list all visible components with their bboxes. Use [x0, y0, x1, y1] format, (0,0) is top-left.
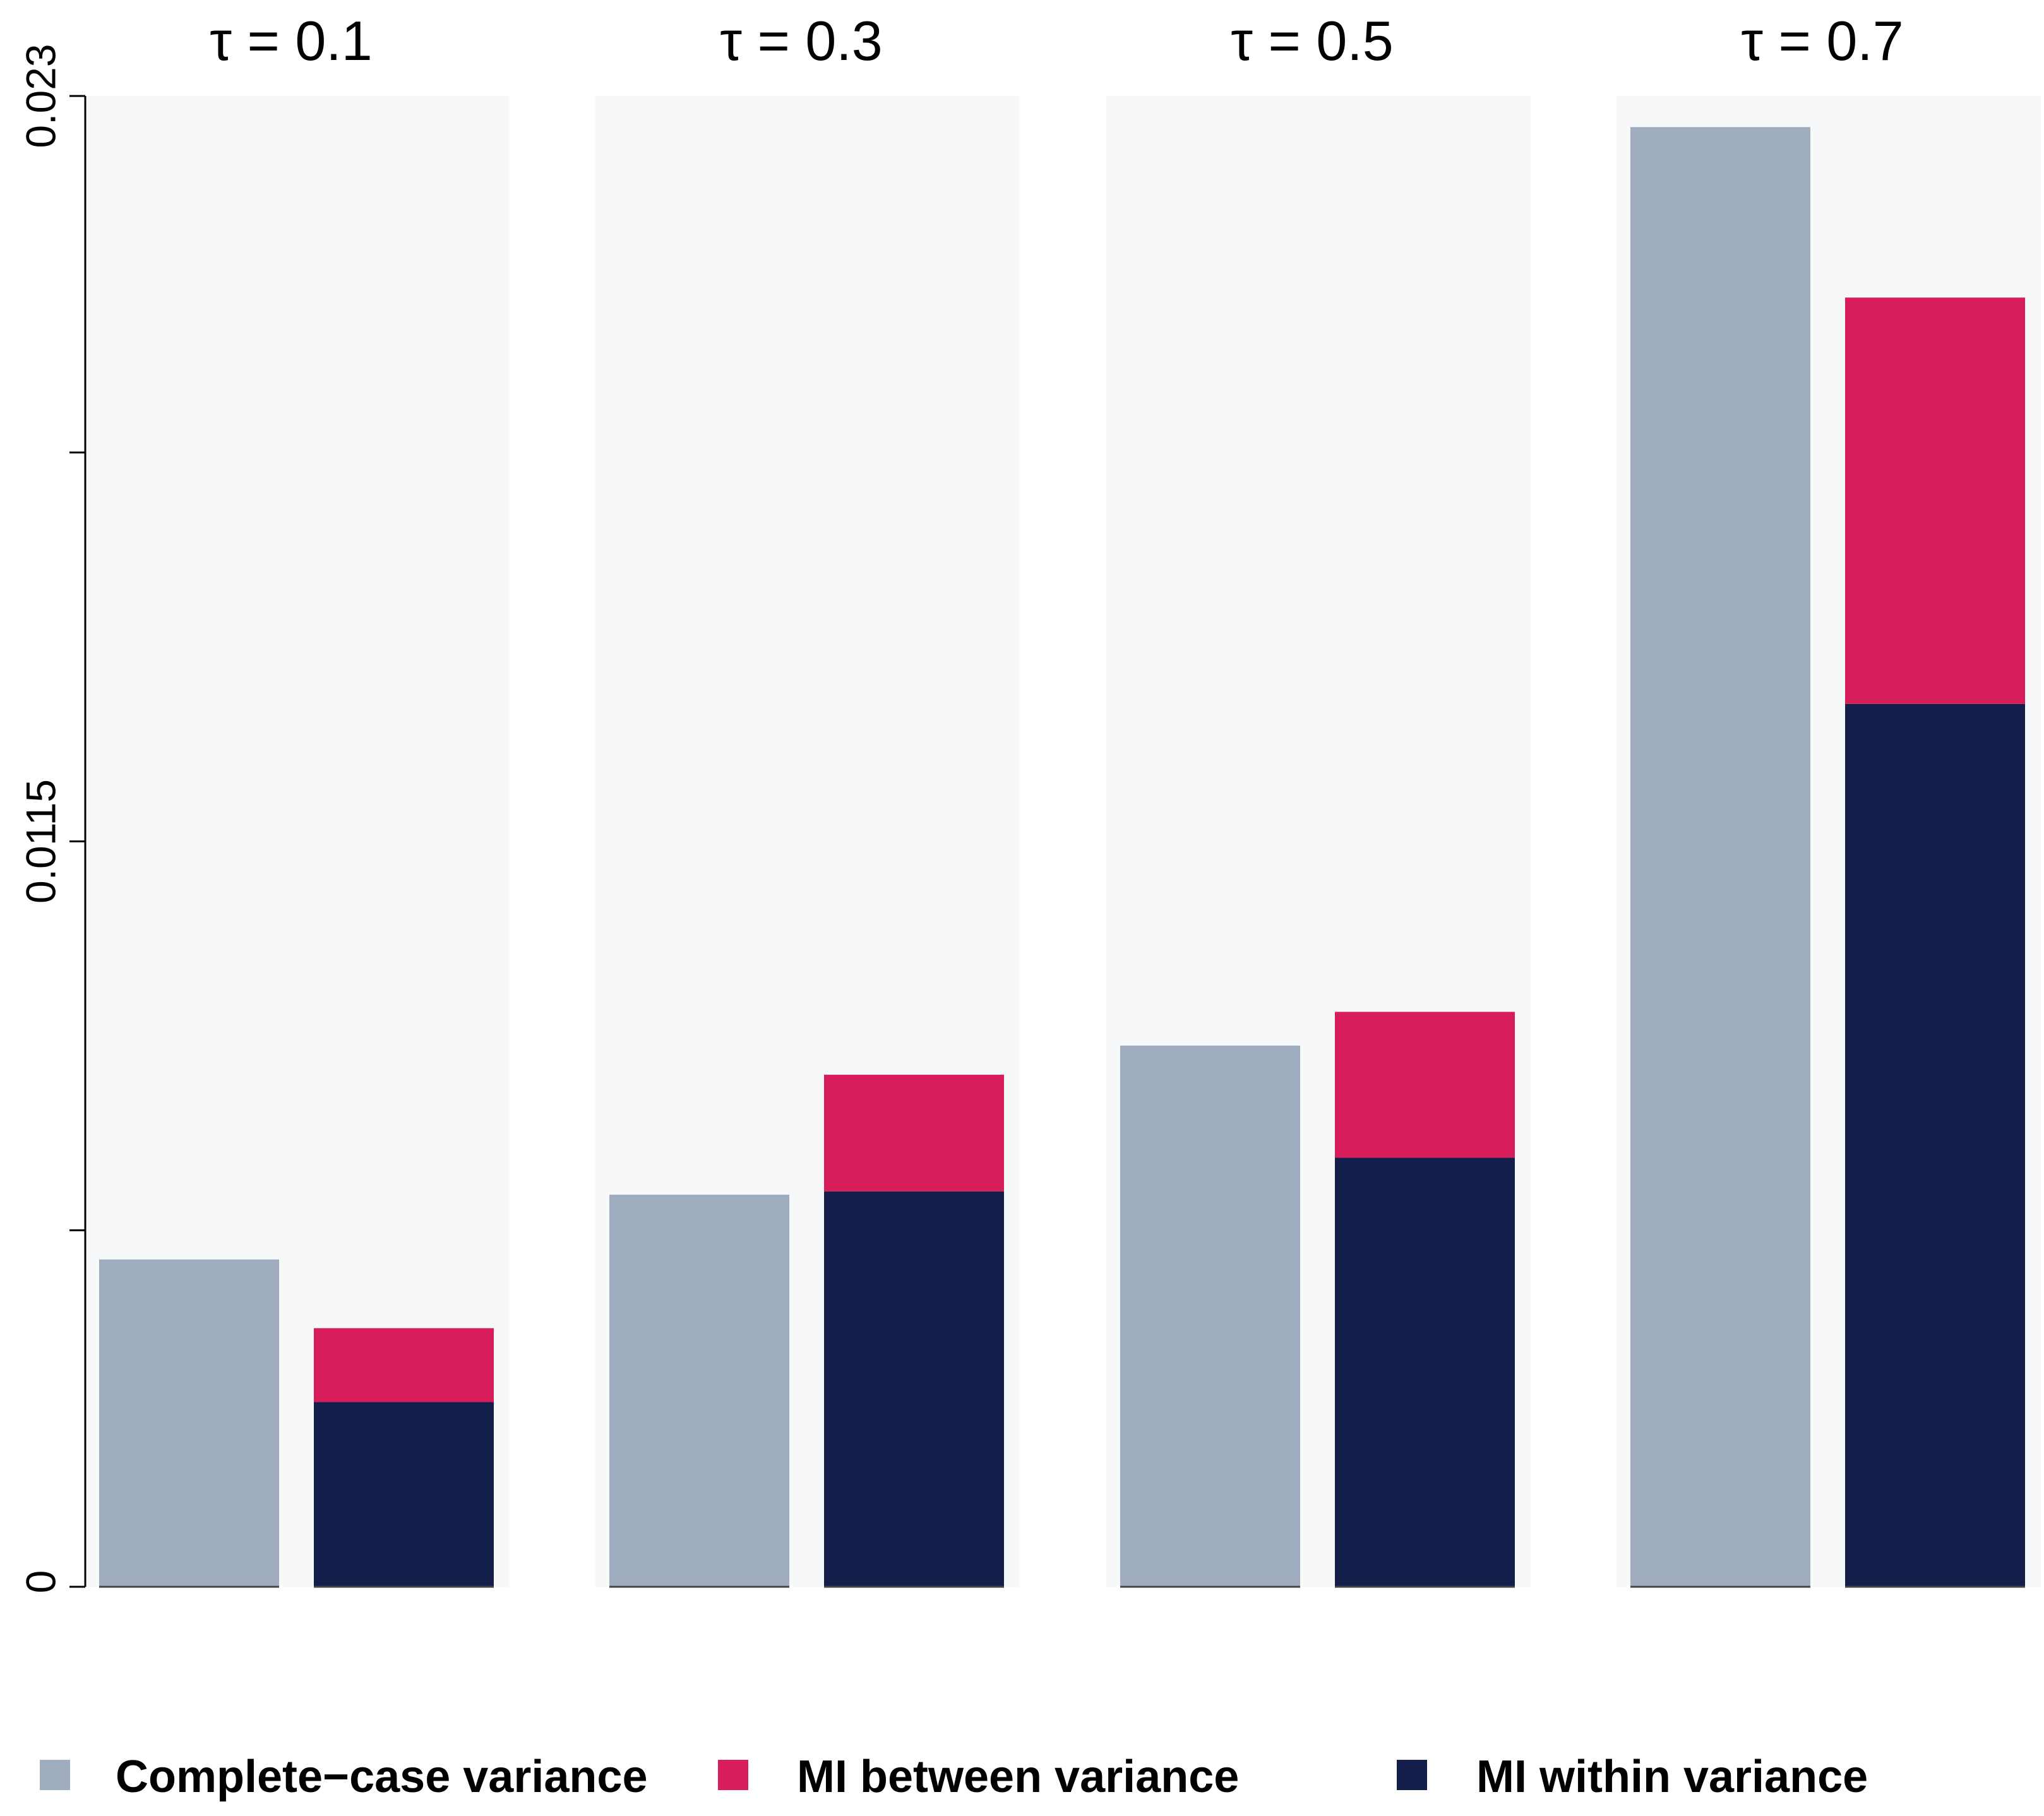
panel-title: τ = 0.7 [1741, 9, 1903, 72]
panel-3: τ = 0.5 [1106, 9, 1531, 1588]
bar-mi-within [1845, 703, 2025, 1587]
bar-mi-between [1335, 1012, 1515, 1158]
panel-title: τ = 0.3 [720, 9, 882, 72]
legend-swatch-mi-between [718, 1760, 748, 1790]
panel-1: τ = 0.1 [85, 9, 510, 1588]
y-tick-label: 0 [17, 1570, 64, 1594]
panel-title: τ = 0.5 [1231, 9, 1393, 72]
bar-mi-between [1845, 297, 2025, 704]
legend-label-mi-within: MI within variance [1476, 1752, 1868, 1802]
bar-complete-case [1120, 1045, 1300, 1587]
chart-panels: τ = 0.1 τ = 0.3 τ = 0.5 τ = 0.7 [85, 9, 2041, 1588]
y-tick-label: 0.023 [17, 44, 64, 148]
bar-complete-case [1630, 127, 1810, 1587]
legend: Complete−case variance MI between varian… [40, 1752, 1868, 1802]
panel-2: τ = 0.3 [595, 9, 1020, 1588]
panel-4: τ = 0.7 [1617, 9, 2041, 1588]
y-axis: 0 0.0115 0.023 [17, 44, 87, 1594]
bar-mi-within [1335, 1157, 1515, 1587]
legend-label-mi-between: MI between variance [797, 1752, 1239, 1802]
legend-label-complete-case: Complete−case variance [116, 1752, 647, 1802]
bar-mi-within [314, 1402, 494, 1587]
y-tick-label: 0.0115 [17, 779, 64, 904]
panel-title: τ = 0.1 [210, 9, 372, 72]
bar-mi-between [824, 1075, 1004, 1192]
legend-swatch-complete-case [40, 1760, 70, 1790]
bar-complete-case [99, 1259, 279, 1587]
legend-swatch-mi-within [1397, 1760, 1427, 1790]
bar-complete-case [609, 1194, 789, 1587]
bar-mi-within [824, 1191, 1004, 1587]
bar-mi-between [314, 1328, 494, 1402]
